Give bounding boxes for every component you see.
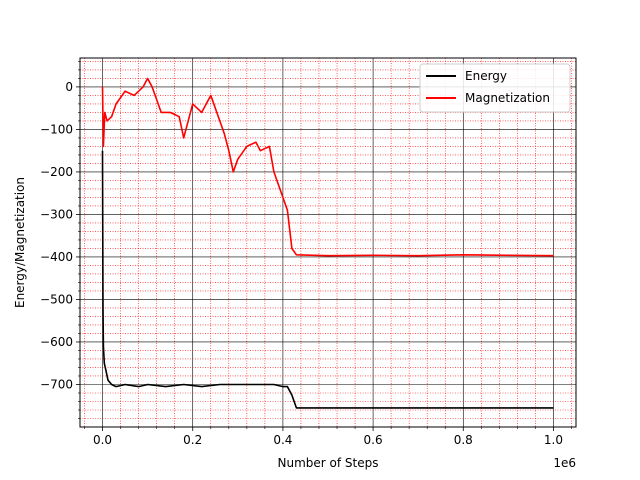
x-tick-label: 1.0 <box>544 433 563 447</box>
legend-box <box>419 63 571 113</box>
minor-grid <box>80 58 576 427</box>
legend-label-magnetization: Magnetization <box>465 91 550 105</box>
legend: Energy Magnetization <box>419 63 571 113</box>
series-layer <box>101 77 554 409</box>
plot-frame <box>79 57 577 428</box>
y-tick-label: 0 <box>65 80 73 94</box>
y-tick-label: −200 <box>40 165 73 179</box>
x-tick-label: 0.0 <box>93 433 112 447</box>
y-tick-label: −400 <box>40 250 73 264</box>
x-axis-offset-label: 1e6 <box>553 456 576 470</box>
y-tick-label: −100 <box>40 122 73 136</box>
y-tick-label: −300 <box>40 207 73 221</box>
ticks <box>76 61 572 431</box>
series-line-magnetization <box>101 77 554 257</box>
x-tick-label: 0.4 <box>273 433 292 447</box>
x-axis-label: Number of Steps <box>278 456 379 470</box>
x-tick-label: 0.6 <box>364 433 383 447</box>
legend-label-energy: Energy <box>465 69 507 83</box>
x-tick-label: 0.2 <box>183 433 202 447</box>
tick-labels: 0.0 0.2 0.4 0.6 0.8 1.0 0 −100 −200 −300 −400 −500 −… <box>40 80 563 447</box>
y-tick-label: −500 <box>40 292 73 306</box>
x-tick-label: 0.8 <box>454 433 473 447</box>
series-line-energy <box>101 150 554 409</box>
y-axis-label: Energy/Magnetization <box>13 177 27 308</box>
y-tick-label: −600 <box>40 335 73 349</box>
y-tick-label: −700 <box>40 377 73 391</box>
